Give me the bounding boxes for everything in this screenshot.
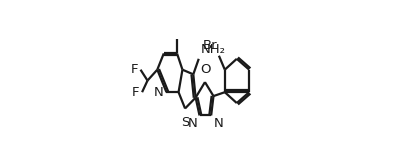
Text: N: N bbox=[188, 117, 197, 130]
Text: Br: Br bbox=[203, 39, 217, 52]
Text: N: N bbox=[214, 117, 223, 130]
Text: S: S bbox=[181, 116, 189, 129]
Text: O: O bbox=[200, 63, 211, 76]
Text: NH₂: NH₂ bbox=[201, 43, 226, 56]
Text: F: F bbox=[131, 63, 138, 76]
Text: N: N bbox=[154, 86, 164, 99]
Text: F: F bbox=[132, 86, 139, 99]
